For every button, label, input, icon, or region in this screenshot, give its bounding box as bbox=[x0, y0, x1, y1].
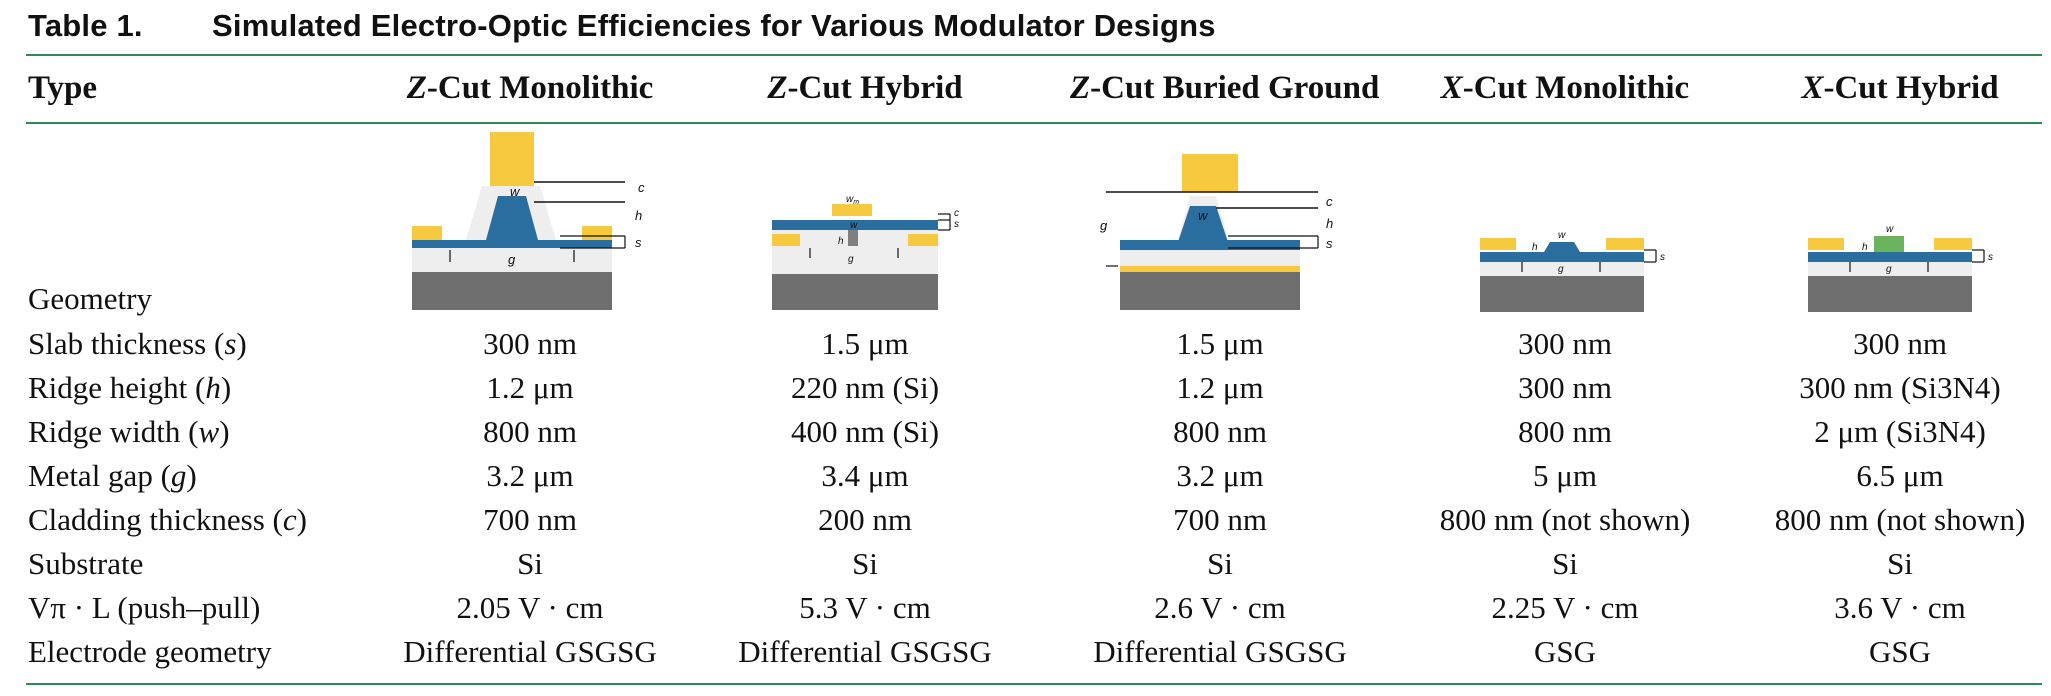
cell-value: Differential GSGSG bbox=[738, 634, 992, 669]
cell-value: 800 nm (not shown) bbox=[1774, 502, 2026, 537]
header-z-cut-hybrid: Z-Cut Hybrid bbox=[767, 70, 963, 106]
svg-text:g: g bbox=[1886, 264, 1892, 275]
cell-value: 400 nm (Si) bbox=[790, 414, 940, 449]
top-rule bbox=[26, 54, 2042, 56]
cell-value: Si bbox=[852, 546, 878, 581]
cell-value: 300 nm bbox=[1853, 326, 1947, 361]
row-label: Electrode geometry bbox=[28, 634, 272, 669]
cell-value: 2 μm (Si3N4) bbox=[1814, 414, 1986, 449]
svg-text:w: w bbox=[1198, 208, 1209, 223]
svg-text:s: s bbox=[1660, 252, 1665, 263]
table-row-electrode-geometry: Electrode geometry Differential GSGSG Di… bbox=[0, 634, 2051, 678]
row-label: Vπ · L (push–pull) bbox=[28, 590, 261, 625]
header-type: Type bbox=[28, 70, 98, 106]
svg-text:wm: wm bbox=[846, 194, 859, 206]
cell-value: GSG bbox=[1533, 634, 1596, 669]
cell-value: Si bbox=[1887, 546, 1913, 581]
table-row-slab-thickness: Slab thickness (s) 300 nm 1.5 μm 1.5 μm … bbox=[0, 326, 2051, 370]
geometry-diagram-z-cut-hybrid: wm w h c s g bbox=[772, 194, 959, 310]
svg-text:h: h bbox=[838, 236, 844, 247]
header-rule bbox=[26, 122, 2042, 124]
cell-value: 300 nm bbox=[483, 326, 577, 361]
cell-value: 300 nm (Si3N4) bbox=[1799, 370, 2001, 405]
cell-value: 2.05 V · cm bbox=[456, 590, 604, 625]
svg-text:s: s bbox=[954, 219, 959, 230]
header-x-cut-monolithic: X-Cut Monolithic bbox=[1440, 70, 1690, 106]
cell-value: 800 nm bbox=[483, 414, 577, 449]
svg-text:h: h bbox=[1862, 242, 1868, 253]
svg-text:g: g bbox=[1100, 218, 1108, 233]
cell-value: 700 nm bbox=[1173, 502, 1267, 537]
row-label: Ridge width (w) bbox=[28, 414, 230, 449]
svg-text:w: w bbox=[850, 220, 858, 231]
geometry-diagram-x-cut-hybrid: w h s g bbox=[1808, 224, 1993, 312]
cell-value: 6.5 μm bbox=[1856, 458, 1944, 493]
svg-text:w: w bbox=[1558, 230, 1566, 241]
table-row-cladding-thickness: Cladding thickness (c) 700 nm 200 nm 700… bbox=[0, 502, 2051, 546]
svg-text:w: w bbox=[510, 184, 521, 199]
cell-value: 2.25 V · cm bbox=[1491, 590, 1639, 625]
svg-text:c: c bbox=[954, 208, 959, 219]
table-title: Table 1. Simulated Electro-Optic Efficien… bbox=[28, 8, 1216, 44]
cell-value: Si bbox=[517, 546, 543, 581]
header-z-cut-buried-ground: Z-Cut Buried Ground bbox=[1070, 70, 1380, 106]
svg-text:g: g bbox=[508, 252, 516, 267]
row-label: Substrate bbox=[28, 546, 144, 581]
cell-value: Si bbox=[1207, 546, 1233, 581]
cell-value: Si bbox=[1552, 546, 1578, 581]
svg-text:s: s bbox=[635, 235, 642, 250]
svg-text:g: g bbox=[1558, 264, 1564, 275]
table-row-ridge-height: Ridge height (h) 1.2 μm 220 nm (Si) 1.2 … bbox=[0, 370, 2051, 414]
cell-value: 5.3 V · cm bbox=[799, 590, 931, 625]
table-row-ridge-width: Ridge width (w) 800 nm 400 nm (Si) 800 n… bbox=[0, 414, 2051, 458]
geometry-label: Geometry bbox=[28, 281, 152, 316]
row-label: Slab thickness (s) bbox=[28, 326, 247, 361]
cell-value: 700 nm bbox=[483, 502, 577, 537]
cell-value: 1.2 μm bbox=[486, 370, 574, 405]
geometry-diagram-z-cut-monolithic: w c h s g bbox=[412, 132, 645, 310]
geometry-diagram-x-cut-monolithic: w h s g bbox=[1480, 230, 1665, 312]
table-caption: Simulated Electro-Optic Efficiencies for… bbox=[212, 8, 1216, 43]
cell-value: 3.6 V · cm bbox=[1834, 590, 1966, 625]
row-label: Ridge height (h) bbox=[28, 370, 232, 405]
table-row-substrate: Substrate Si Si Si Si Si bbox=[0, 546, 2051, 590]
cell-value: 5 μm bbox=[1533, 458, 1597, 493]
cell-value: 300 nm bbox=[1518, 326, 1612, 361]
cell-value: 1.5 μm bbox=[1176, 326, 1264, 361]
cell-value: 220 nm (Si) bbox=[790, 370, 940, 405]
row-label: Metal gap (g) bbox=[28, 458, 197, 493]
cell-value: Differential GSGSG bbox=[403, 634, 657, 669]
cell-value: GSG bbox=[1868, 634, 1931, 669]
cell-value: 1.2 μm bbox=[1176, 370, 1264, 405]
cell-value: 300 nm bbox=[1518, 370, 1612, 405]
cell-value: 800 nm bbox=[1173, 414, 1267, 449]
svg-text:g: g bbox=[848, 254, 854, 265]
cell-value: 3.2 μm bbox=[486, 458, 574, 493]
header-x-cut-hybrid: X-Cut Hybrid bbox=[1801, 70, 1999, 106]
svg-text:s: s bbox=[1326, 236, 1333, 251]
cell-value: Differential GSGSG bbox=[1093, 634, 1347, 669]
cell-value: 800 nm bbox=[1518, 414, 1612, 449]
cell-value: 2.6 V · cm bbox=[1154, 590, 1286, 625]
svg-text:h: h bbox=[635, 208, 642, 223]
svg-text:w: w bbox=[1886, 224, 1894, 235]
svg-text:c: c bbox=[638, 180, 645, 195]
svg-text:c: c bbox=[1326, 194, 1333, 209]
table-row-vpi-l: Vπ · L (push–pull) 2.05 V · cm 5.3 V · c… bbox=[0, 590, 2051, 634]
svg-text:h: h bbox=[1326, 216, 1333, 231]
table-number: Table 1. bbox=[28, 8, 143, 43]
cell-value: 3.4 μm bbox=[821, 458, 909, 493]
svg-text:h: h bbox=[1532, 242, 1538, 253]
table-row-metal-gap: Metal gap (g) 3.2 μm 3.4 μm 3.2 μm 5 μm … bbox=[0, 458, 2051, 502]
row-label: Cladding thickness (c) bbox=[28, 502, 307, 537]
bottom-rule bbox=[26, 683, 2042, 685]
geometry-diagram-z-cut-buried-ground: w c h s g bbox=[1100, 154, 1333, 310]
cell-value: 800 nm (not shown) bbox=[1439, 502, 1691, 537]
cell-value: 1.5 μm bbox=[821, 326, 909, 361]
svg-text:s: s bbox=[1988, 252, 1993, 263]
cell-value: 200 nm bbox=[818, 502, 912, 537]
cell-value: 3.2 μm bbox=[1176, 458, 1264, 493]
header-z-cut-monolithic: Z-Cut Monolithic bbox=[406, 70, 654, 106]
